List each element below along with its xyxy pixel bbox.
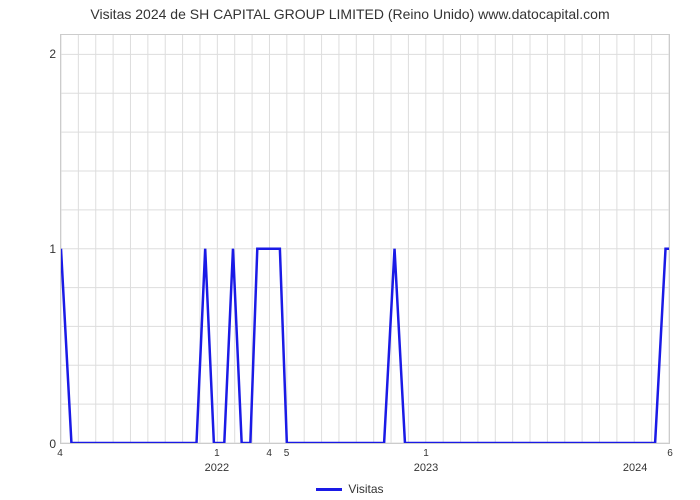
x-tick-label: 6: [667, 448, 673, 459]
legend-swatch: [316, 488, 342, 491]
x-tick-label: 1: [214, 448, 220, 459]
legend-label: Visitas: [348, 482, 383, 496]
x-tick-label: 4: [266, 448, 272, 459]
series-line: [61, 249, 669, 443]
x-tick-label: 4: [57, 448, 63, 459]
y-tick-label: 2: [38, 47, 56, 61]
plot-area: [60, 34, 670, 444]
y-tick-label: 1: [38, 242, 56, 256]
x-year-label: 2024: [623, 462, 647, 474]
y-tick-label: 0: [38, 437, 56, 451]
x-year-label: 2023: [414, 462, 438, 474]
x-year-label: 2022: [205, 462, 229, 474]
chart-title: Visitas 2024 de SH CAPITAL GROUP LIMITED…: [0, 6, 700, 22]
legend: Visitas: [0, 482, 700, 496]
x-tick-label: 5: [284, 448, 290, 459]
x-tick-label: 1: [423, 448, 429, 459]
